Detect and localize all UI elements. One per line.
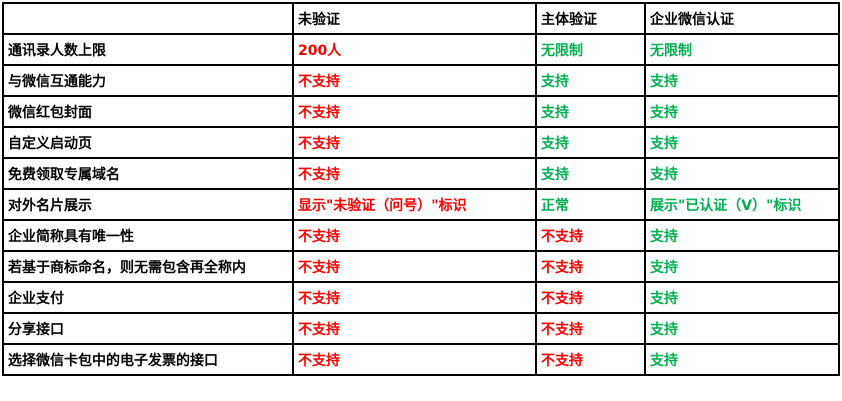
unverified-cell: 不支持 [292, 157, 537, 190]
entity-verified-cell: 不支持 [535, 250, 646, 283]
header-cell-certified: 企业微信认证 [644, 2, 840, 35]
table-row: 分享接口 不支持 不支持 支持 [2, 312, 840, 345]
table-row: 企业简称具有唯一性 不支持 不支持 支持 [2, 219, 840, 252]
header-row: 未验证 主体验证 企业微信认证 [2, 2, 840, 35]
certified-cell: 支持 [644, 95, 840, 128]
table-row: 微信红包封面 不支持 支持 支持 [2, 95, 840, 128]
entity-verified-cell: 不支持 [535, 312, 646, 345]
certified-cell: 无限制 [644, 33, 840, 66]
header-cell-entity-verified: 主体验证 [535, 2, 646, 35]
entity-verified-cell: 支持 [535, 126, 646, 159]
unverified-cell: 不支持 [292, 95, 537, 128]
certified-cell: 支持 [644, 64, 840, 97]
unverified-cell: 200人 [292, 33, 537, 66]
unverified-cell: 不支持 [292, 281, 537, 314]
feature-cell: 若基于商标命名，则无需包含再全称内 [2, 250, 294, 283]
certified-cell: 支持 [644, 219, 840, 252]
table-row: 若基于商标命名，则无需包含再全称内 不支持 不支持 支持 [2, 250, 840, 283]
feature-cell: 自定义启动页 [2, 126, 294, 159]
entity-verified-cell: 支持 [535, 157, 646, 190]
table-row: 与微信互通能力 不支持 支持 支持 [2, 64, 840, 97]
feature-cell: 微信红包封面 [2, 95, 294, 128]
table-row: 企业支付 不支持 不支持 支持 [2, 281, 840, 314]
unverified-cell: 不支持 [292, 343, 537, 376]
feature-cell: 通讯录人数上限 [2, 33, 294, 66]
unverified-cell: 不支持 [292, 219, 537, 252]
unverified-cell: 不支持 [292, 250, 537, 283]
certified-cell: 展示"已认证（V）"标识 [644, 188, 840, 221]
entity-verified-cell: 无限制 [535, 33, 646, 66]
certified-cell: 支持 [644, 312, 840, 345]
header-cell-feature [2, 2, 294, 35]
entity-verified-cell: 支持 [535, 95, 646, 128]
entity-verified-cell: 不支持 [535, 343, 646, 376]
entity-verified-cell: 不支持 [535, 219, 646, 252]
table-row: 自定义启动页 不支持 支持 支持 [2, 126, 840, 159]
unverified-cell: 不支持 [292, 312, 537, 345]
unverified-cell: 不支持 [292, 64, 537, 97]
feature-cell: 分享接口 [2, 312, 294, 345]
table-row: 免费领取专属域名 不支持 支持 支持 [2, 157, 840, 190]
certified-cell: 支持 [644, 343, 840, 376]
unverified-cell: 不支持 [292, 126, 537, 159]
header-cell-unverified: 未验证 [292, 2, 537, 35]
entity-verified-cell: 正常 [535, 188, 646, 221]
feature-cell: 与微信互通能力 [2, 64, 294, 97]
feature-cell: 对外名片展示 [2, 188, 294, 221]
entity-verified-cell: 支持 [535, 64, 646, 97]
entity-verified-cell: 不支持 [535, 281, 646, 314]
table-row: 选择微信卡包中的电子发票的接口 不支持 不支持 支持 [2, 343, 840, 376]
feature-cell: 选择微信卡包中的电子发票的接口 [2, 343, 294, 376]
certified-cell: 支持 [644, 250, 840, 283]
certified-cell: 支持 [644, 281, 840, 314]
table-row: 通讯录人数上限 200人 无限制 无限制 [2, 33, 840, 66]
feature-cell: 企业简称具有唯一性 [2, 219, 294, 252]
verification-comparison-table: 未验证 主体验证 企业微信认证 通讯录人数上限 200人 无限制 无限制 与微信互通能力… [2, 2, 840, 376]
table-row: 对外名片展示 显示"未验证（问号）"标识 正常 展示"已认证（V）"标识 [2, 188, 840, 221]
certified-cell: 支持 [644, 126, 840, 159]
certified-cell: 支持 [644, 157, 840, 190]
feature-cell: 企业支付 [2, 281, 294, 314]
feature-cell: 免费领取专属域名 [2, 157, 294, 190]
unverified-cell: 显示"未验证（问号）"标识 [292, 188, 537, 221]
